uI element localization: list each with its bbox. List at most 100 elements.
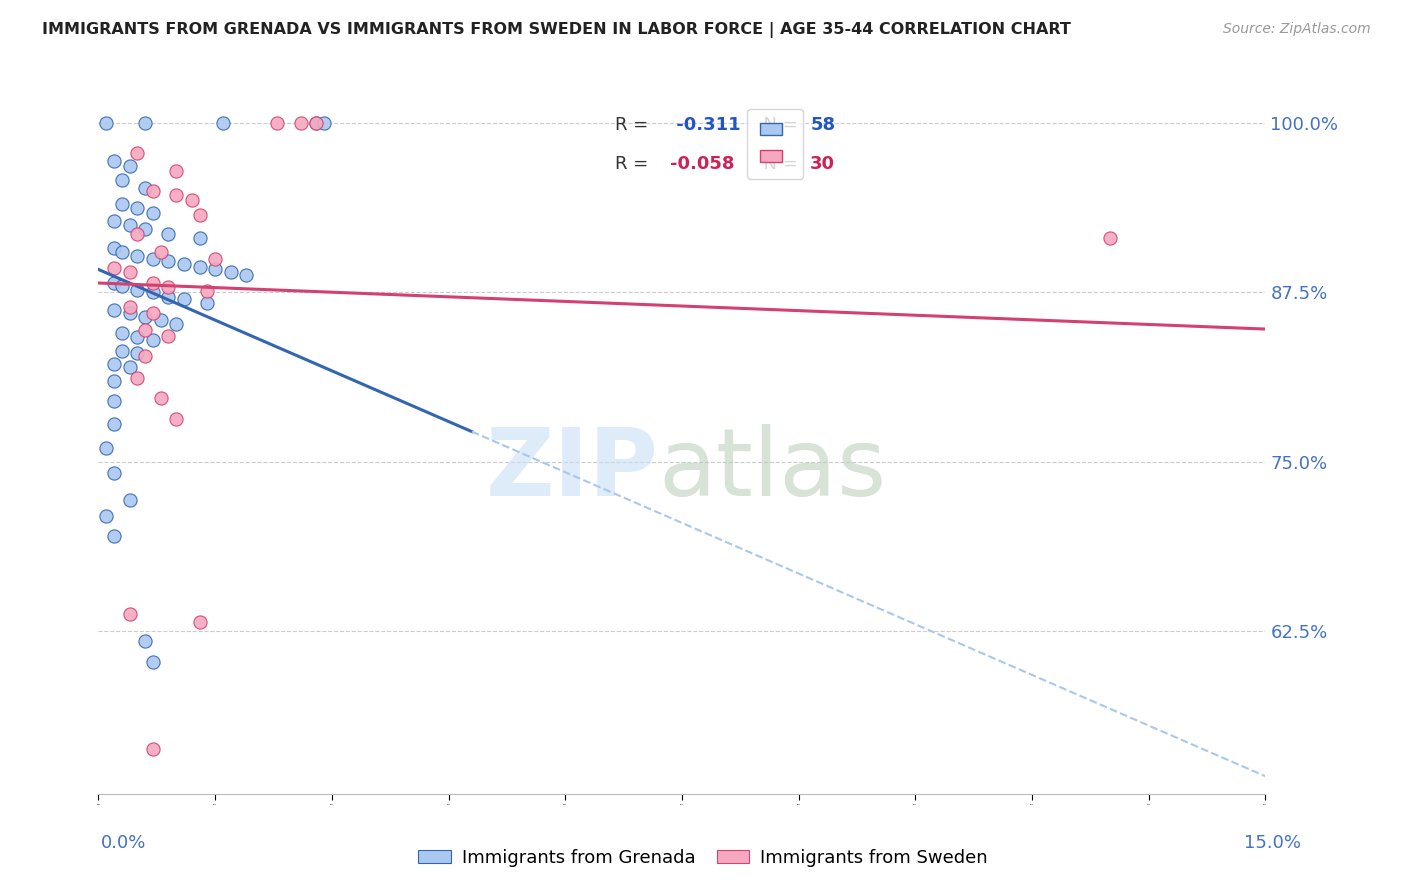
Point xyxy=(305,116,328,130)
Point xyxy=(127,346,149,360)
Point xyxy=(188,260,211,274)
Point xyxy=(142,656,165,670)
Point xyxy=(1098,231,1121,245)
Legend: Immigrants from Grenada, Immigrants from Sweden: Immigrants from Grenada, Immigrants from… xyxy=(411,842,995,874)
Point xyxy=(118,301,141,315)
Point xyxy=(204,252,226,266)
Point xyxy=(266,116,288,130)
Point xyxy=(157,328,180,343)
Point xyxy=(103,303,125,318)
Text: -0.311: -0.311 xyxy=(671,116,741,134)
Point xyxy=(180,194,202,208)
Point xyxy=(149,391,172,405)
Point xyxy=(142,205,165,219)
Point xyxy=(134,181,156,195)
Point xyxy=(204,262,226,277)
Point xyxy=(235,268,257,282)
Text: N =: N = xyxy=(752,154,803,173)
Point xyxy=(195,296,218,310)
Point xyxy=(142,285,165,300)
Point xyxy=(103,466,125,480)
Point xyxy=(134,116,156,130)
Point xyxy=(134,310,156,324)
Point xyxy=(118,359,141,374)
Point xyxy=(127,283,149,297)
Point xyxy=(127,202,149,216)
Point xyxy=(134,221,156,235)
Point xyxy=(103,241,125,255)
Point xyxy=(103,357,125,371)
Legend: , : , xyxy=(747,109,803,179)
Point xyxy=(212,116,235,130)
Point xyxy=(188,231,211,245)
Point xyxy=(96,442,118,456)
Point xyxy=(173,292,195,306)
Point xyxy=(149,244,172,259)
Text: atlas: atlas xyxy=(658,424,887,516)
Point xyxy=(103,393,125,408)
Point xyxy=(173,257,195,271)
Point xyxy=(103,261,125,276)
Point xyxy=(96,509,118,524)
Text: Source: ZipAtlas.com: Source: ZipAtlas.com xyxy=(1223,22,1371,37)
Point xyxy=(219,265,242,279)
Point xyxy=(127,227,149,242)
Point xyxy=(312,116,335,130)
Text: 0.0%: 0.0% xyxy=(101,834,146,852)
Point xyxy=(111,326,134,340)
Point xyxy=(118,306,141,320)
Point xyxy=(305,116,328,130)
Text: R =: R = xyxy=(616,154,654,173)
Point xyxy=(111,343,134,358)
Text: ZIP: ZIP xyxy=(485,424,658,516)
Point xyxy=(157,289,180,303)
Point xyxy=(142,333,165,347)
Point xyxy=(157,254,180,268)
Point xyxy=(103,374,125,388)
Point xyxy=(165,411,187,425)
Point xyxy=(165,187,187,202)
Point xyxy=(142,742,165,756)
Point xyxy=(165,163,187,178)
Point xyxy=(111,173,134,187)
Point xyxy=(134,633,156,648)
Point xyxy=(188,208,211,222)
Point xyxy=(157,280,180,294)
Point xyxy=(111,278,134,293)
Point xyxy=(142,184,165,198)
Point xyxy=(149,312,172,326)
Point xyxy=(111,197,134,211)
Point xyxy=(290,116,312,130)
Point xyxy=(134,349,156,363)
Point xyxy=(127,249,149,263)
Point xyxy=(118,218,141,232)
Point xyxy=(127,330,149,344)
Point xyxy=(142,252,165,266)
Point xyxy=(103,529,125,543)
Point xyxy=(111,244,134,259)
Point xyxy=(118,607,141,621)
Text: 30: 30 xyxy=(810,154,835,173)
Point xyxy=(103,154,125,169)
Point xyxy=(103,276,125,290)
Point xyxy=(118,492,141,507)
Text: 58: 58 xyxy=(810,116,835,134)
Point xyxy=(96,116,118,130)
Point xyxy=(127,145,149,160)
Point xyxy=(142,276,165,290)
Point xyxy=(127,371,149,385)
Text: 15.0%: 15.0% xyxy=(1243,834,1301,852)
Point xyxy=(118,265,141,279)
Text: IMMIGRANTS FROM GRENADA VS IMMIGRANTS FROM SWEDEN IN LABOR FORCE | AGE 35-44 COR: IMMIGRANTS FROM GRENADA VS IMMIGRANTS FR… xyxy=(42,22,1071,38)
Point xyxy=(118,160,141,174)
Text: -0.058: -0.058 xyxy=(671,154,735,173)
Point xyxy=(195,284,218,298)
Point xyxy=(142,306,165,320)
Point xyxy=(103,417,125,431)
Point xyxy=(103,213,125,227)
Point xyxy=(134,323,156,337)
Point xyxy=(157,227,180,242)
Point xyxy=(165,317,187,331)
Point xyxy=(188,615,211,629)
Text: R =: R = xyxy=(616,116,654,134)
